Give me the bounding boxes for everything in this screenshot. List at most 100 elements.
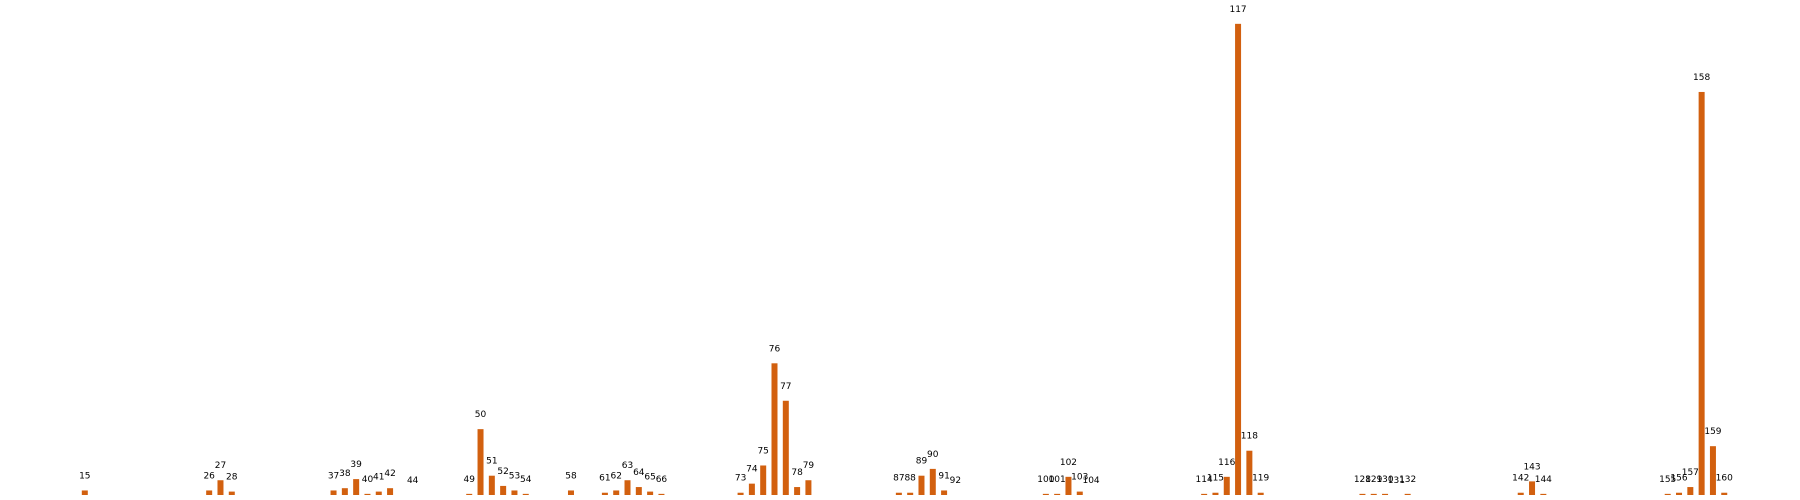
bar — [918, 475, 925, 495]
bar — [330, 490, 337, 495]
bar-label: 58 — [565, 471, 577, 481]
bar — [1664, 493, 1671, 495]
bar — [635, 487, 642, 495]
bar-label: 38 — [339, 469, 351, 479]
bar-label: 101 — [1049, 475, 1066, 485]
bar — [1709, 446, 1716, 495]
bar-label: 158 — [1693, 73, 1710, 83]
bar-label: 89 — [916, 457, 928, 467]
bar-label: 50 — [475, 410, 487, 420]
bar-label: 142 — [1512, 474, 1529, 484]
bar — [567, 490, 574, 495]
bar-label: 64 — [633, 468, 645, 478]
bar-label: 42 — [384, 469, 395, 479]
bar-label: 74 — [746, 465, 758, 475]
bar-label: 91 — [938, 471, 949, 481]
bar — [1223, 476, 1230, 495]
bar — [477, 429, 484, 495]
bar — [511, 490, 518, 495]
bar — [1246, 450, 1253, 495]
bar — [1054, 493, 1061, 495]
bar-label: 115 — [1207, 474, 1224, 484]
bar-label: 117 — [1229, 5, 1246, 15]
bar-label: 119 — [1252, 474, 1269, 484]
bar — [488, 475, 495, 495]
bar — [353, 479, 360, 495]
bar-label: 65 — [644, 473, 655, 483]
bar-label: 143 — [1523, 462, 1540, 472]
bar — [647, 491, 654, 495]
bar-label: 160 — [1716, 474, 1733, 484]
bar-label: 88 — [904, 474, 916, 484]
bar-label: 61 — [599, 474, 610, 484]
bar-label: 44 — [407, 476, 419, 486]
bar — [1698, 91, 1705, 496]
bar — [1370, 493, 1377, 495]
bar — [782, 400, 789, 495]
bar — [941, 490, 948, 495]
bar-label: 75 — [757, 446, 768, 456]
bar — [748, 483, 755, 495]
bar — [1721, 492, 1728, 495]
bar — [929, 468, 936, 495]
bar-label: 40 — [362, 475, 374, 485]
bar — [206, 490, 213, 495]
bar-label: 90 — [927, 450, 939, 460]
bar-label: 51 — [486, 457, 497, 467]
bar — [1687, 487, 1694, 495]
bar-label: 100 — [1037, 475, 1054, 485]
bar — [364, 493, 371, 495]
bar — [624, 480, 631, 495]
bar — [907, 492, 914, 495]
bar-label: 41 — [373, 473, 384, 483]
bar — [895, 492, 902, 495]
bar — [658, 493, 665, 495]
bar-label: 49 — [463, 475, 475, 485]
bar — [1404, 493, 1411, 495]
bar-label: 118 — [1241, 432, 1258, 442]
bar — [771, 363, 778, 495]
bar-label: 156 — [1670, 474, 1687, 484]
bar — [805, 480, 812, 495]
bar-label: 28 — [226, 473, 238, 483]
bar — [1517, 492, 1524, 495]
bar-label: 78 — [791, 468, 803, 478]
bar — [1076, 491, 1083, 495]
bar-label: 63 — [622, 461, 633, 471]
bar — [760, 465, 767, 495]
bar-label: 73 — [735, 474, 746, 484]
bar-label: 52 — [497, 467, 508, 477]
bar-label: 92 — [950, 476, 961, 486]
bar-label: 116 — [1218, 458, 1235, 468]
bar-label: 114 — [1196, 475, 1213, 485]
bar — [1540, 493, 1547, 495]
bar — [1529, 481, 1536, 495]
bar-label: 53 — [509, 471, 520, 481]
bar — [81, 490, 88, 495]
bar-label: 39 — [350, 460, 362, 470]
bar — [1065, 476, 1072, 495]
bar — [500, 485, 507, 495]
bar — [1201, 493, 1208, 495]
bar — [375, 491, 382, 495]
bar-label: 104 — [1082, 476, 1099, 486]
bar-label: 15 — [79, 471, 90, 481]
bar-label: 129 — [1365, 475, 1382, 485]
bar-label: 62 — [610, 471, 621, 481]
bar-label: 131 — [1388, 476, 1405, 486]
bar — [601, 492, 608, 495]
bar — [217, 480, 224, 495]
bar-label: 155 — [1659, 475, 1676, 485]
bar — [522, 493, 529, 495]
bar-label: 157 — [1682, 468, 1699, 478]
bar — [1359, 493, 1366, 495]
bar — [387, 488, 394, 495]
bar-label: 103 — [1071, 473, 1088, 483]
bar-label: 79 — [803, 461, 815, 471]
bar — [1212, 492, 1219, 495]
bar — [1235, 23, 1242, 496]
bar-label: 102 — [1060, 458, 1077, 468]
bar-label: 87 — [893, 474, 904, 484]
bar-label: 27 — [215, 461, 226, 471]
